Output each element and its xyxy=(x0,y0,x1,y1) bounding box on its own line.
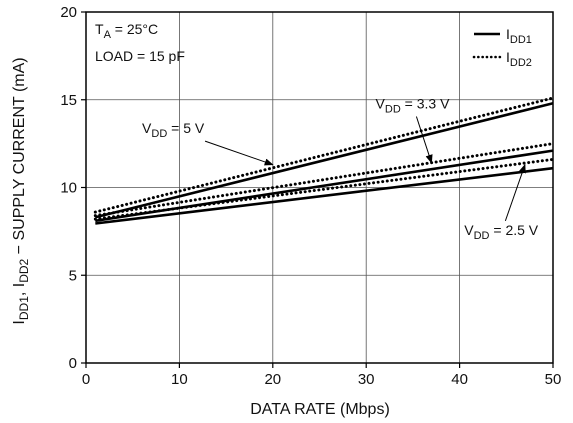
series-line-dotted xyxy=(93,142,555,218)
y-tick-label: 0 xyxy=(69,355,77,372)
x-axis-label: DATA RATE (Mbps) xyxy=(250,401,390,418)
x-tick-label: 50 xyxy=(545,371,562,388)
y-axis-label-tail: − SUPPLY CURRENT (mA) xyxy=(11,57,28,258)
vdd-annotation-arrow xyxy=(504,163,526,222)
series-line-dotted xyxy=(93,96,555,214)
legend-entry-label: IDD1 xyxy=(506,26,532,46)
vdd-annotation-subscript: DD xyxy=(474,230,490,242)
vdd-annotation-value: = 3.3 V xyxy=(401,96,450,112)
y-axis-label: IDD1, IDD2 − SUPPLY CURRENT (mA) xyxy=(11,57,31,324)
ambient-temperature-label: TA = 25°C xyxy=(95,21,158,41)
vdd-annotation-label: VDD = 5 V xyxy=(142,120,205,140)
x-tick-label: 40 xyxy=(451,371,468,388)
x-tick-label: 0 xyxy=(82,371,90,388)
vdd-annotation-subscript: DD xyxy=(385,104,401,116)
x-tick-label: 20 xyxy=(264,371,281,388)
data-series xyxy=(93,96,555,225)
series-line-dotted xyxy=(93,157,555,221)
axis-ticks: 0 10 20 30 40 50 0 5 10 15 20 xyxy=(60,4,561,388)
load-capacitance-label: LOAD = 15 pF xyxy=(95,48,185,64)
y-tick-label: 15 xyxy=(60,92,77,109)
vdd-annotation-v: V xyxy=(376,96,386,112)
y-axis-label-sub2: DD2 xyxy=(17,258,31,282)
y-tick-label: 5 xyxy=(69,267,77,284)
series-line-solid xyxy=(94,102,554,219)
ambient-temperature-value: = 25°C xyxy=(111,21,158,37)
vdd-annotation-value: = 2.5 V xyxy=(490,222,539,238)
legend-entry-i: I xyxy=(506,49,510,65)
legend-entry-subscript: DD2 xyxy=(510,57,532,69)
vdd-annotation-label: VDD = 3.3 V xyxy=(376,96,451,116)
test-conditions: TA = 25°C LOAD = 15 pF xyxy=(95,21,185,64)
vdd-annotation-arrow xyxy=(415,116,433,164)
y-tick-label: 20 xyxy=(60,4,77,21)
ambient-temperature-t: T xyxy=(95,21,104,37)
x-tick-label: 10 xyxy=(171,371,188,388)
series-line-solid xyxy=(95,166,554,225)
y-axis-label-sub1: DD1 xyxy=(17,296,31,320)
vdd-annotation-label: VDD = 2.5 V xyxy=(464,222,539,242)
y-axis-label-i2: , I xyxy=(11,283,28,296)
vdd-annotation-v: V xyxy=(464,222,474,238)
ambient-temperature-subscript: A xyxy=(104,29,112,41)
y-tick-label: 10 xyxy=(60,180,77,197)
vdd-annotation-arrow xyxy=(204,140,274,166)
vdd-annotation-value: = 5 V xyxy=(167,120,205,136)
legend-entry-i: I xyxy=(506,26,510,42)
x-tick-label: 30 xyxy=(358,371,375,388)
vdd-annotation-subscript: DD xyxy=(151,128,167,140)
legend-entry-subscript: DD1 xyxy=(510,34,532,46)
legend-entry-label: IDD2 xyxy=(506,49,532,69)
vdd-annotation-v: V xyxy=(142,120,152,136)
y-axis-label-i1: I xyxy=(11,320,28,324)
